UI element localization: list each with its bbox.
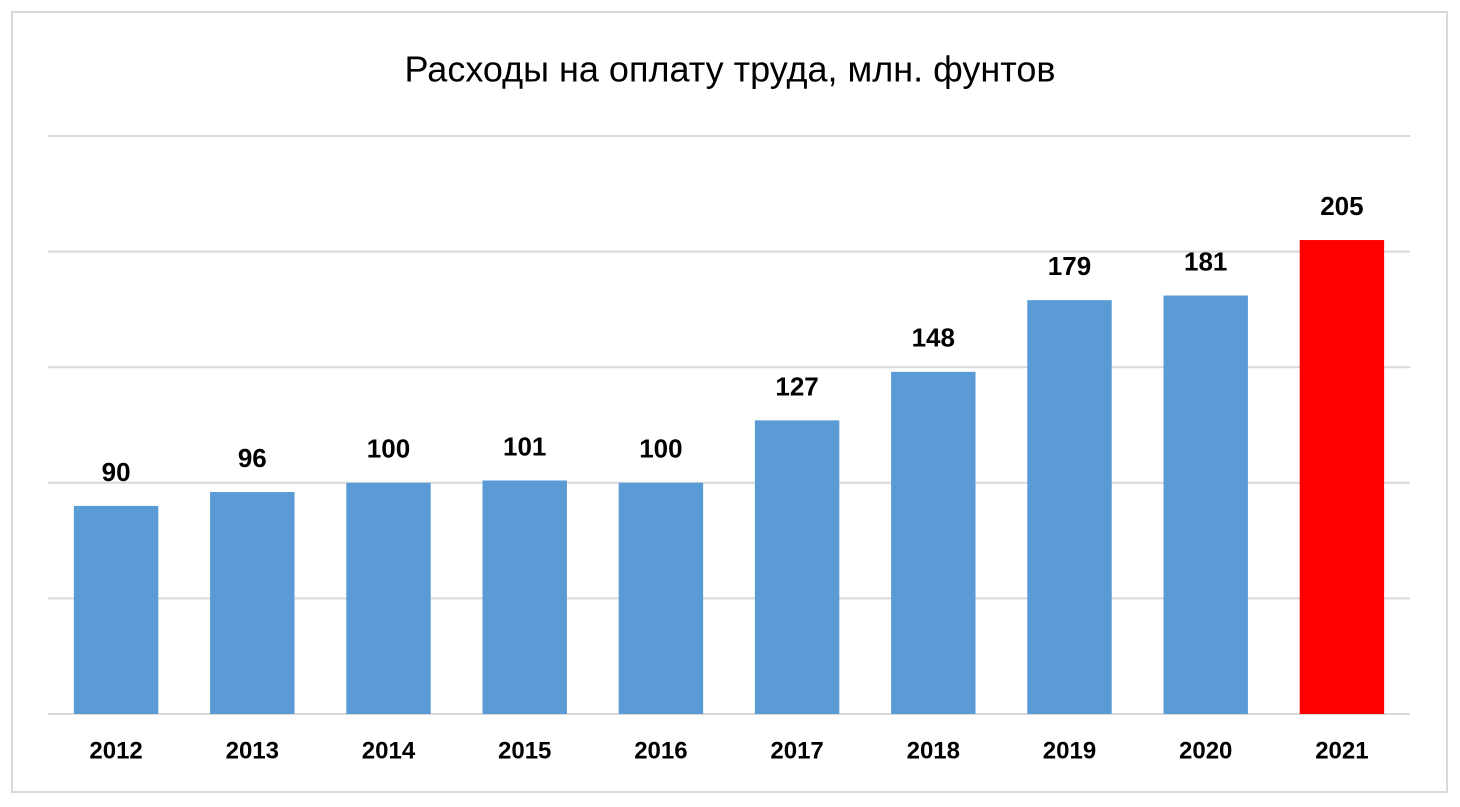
x-tick-label: 2019 <box>1043 737 1096 764</box>
bar <box>73 505 159 714</box>
value-label: 205 <box>1320 191 1363 221</box>
bar <box>346 482 431 714</box>
x-tick-label: 2014 <box>362 737 416 764</box>
chart-title: Расходы на оплату труда, млн. фунтов <box>404 49 1055 90</box>
x-tick-label: 2018 <box>907 737 960 764</box>
bar <box>482 480 567 714</box>
bar <box>1299 240 1385 715</box>
x-tick-label: 2021 <box>1315 737 1368 764</box>
value-label: 181 <box>1184 246 1227 276</box>
x-tick-label: 2020 <box>1179 737 1232 764</box>
x-tick-label: 2013 <box>226 737 279 764</box>
bar <box>754 420 840 714</box>
bar <box>210 492 295 714</box>
x-tick-label: 2017 <box>770 737 823 764</box>
bar <box>618 482 704 714</box>
bar <box>1163 295 1248 714</box>
x-tick-label: 2015 <box>498 737 551 764</box>
x-tick-label: 2012 <box>89 737 142 764</box>
value-label: 101 <box>503 431 546 461</box>
value-label: 100 <box>639 434 682 464</box>
value-label: 179 <box>1048 251 1091 281</box>
x-tick-label: 2016 <box>634 737 687 764</box>
value-label: 100 <box>367 434 410 464</box>
value-label: 90 <box>102 457 131 487</box>
value-label: 96 <box>238 443 267 473</box>
value-label: 127 <box>775 371 818 401</box>
bar <box>891 371 976 714</box>
value-label: 148 <box>912 323 955 353</box>
bar <box>1027 300 1112 714</box>
